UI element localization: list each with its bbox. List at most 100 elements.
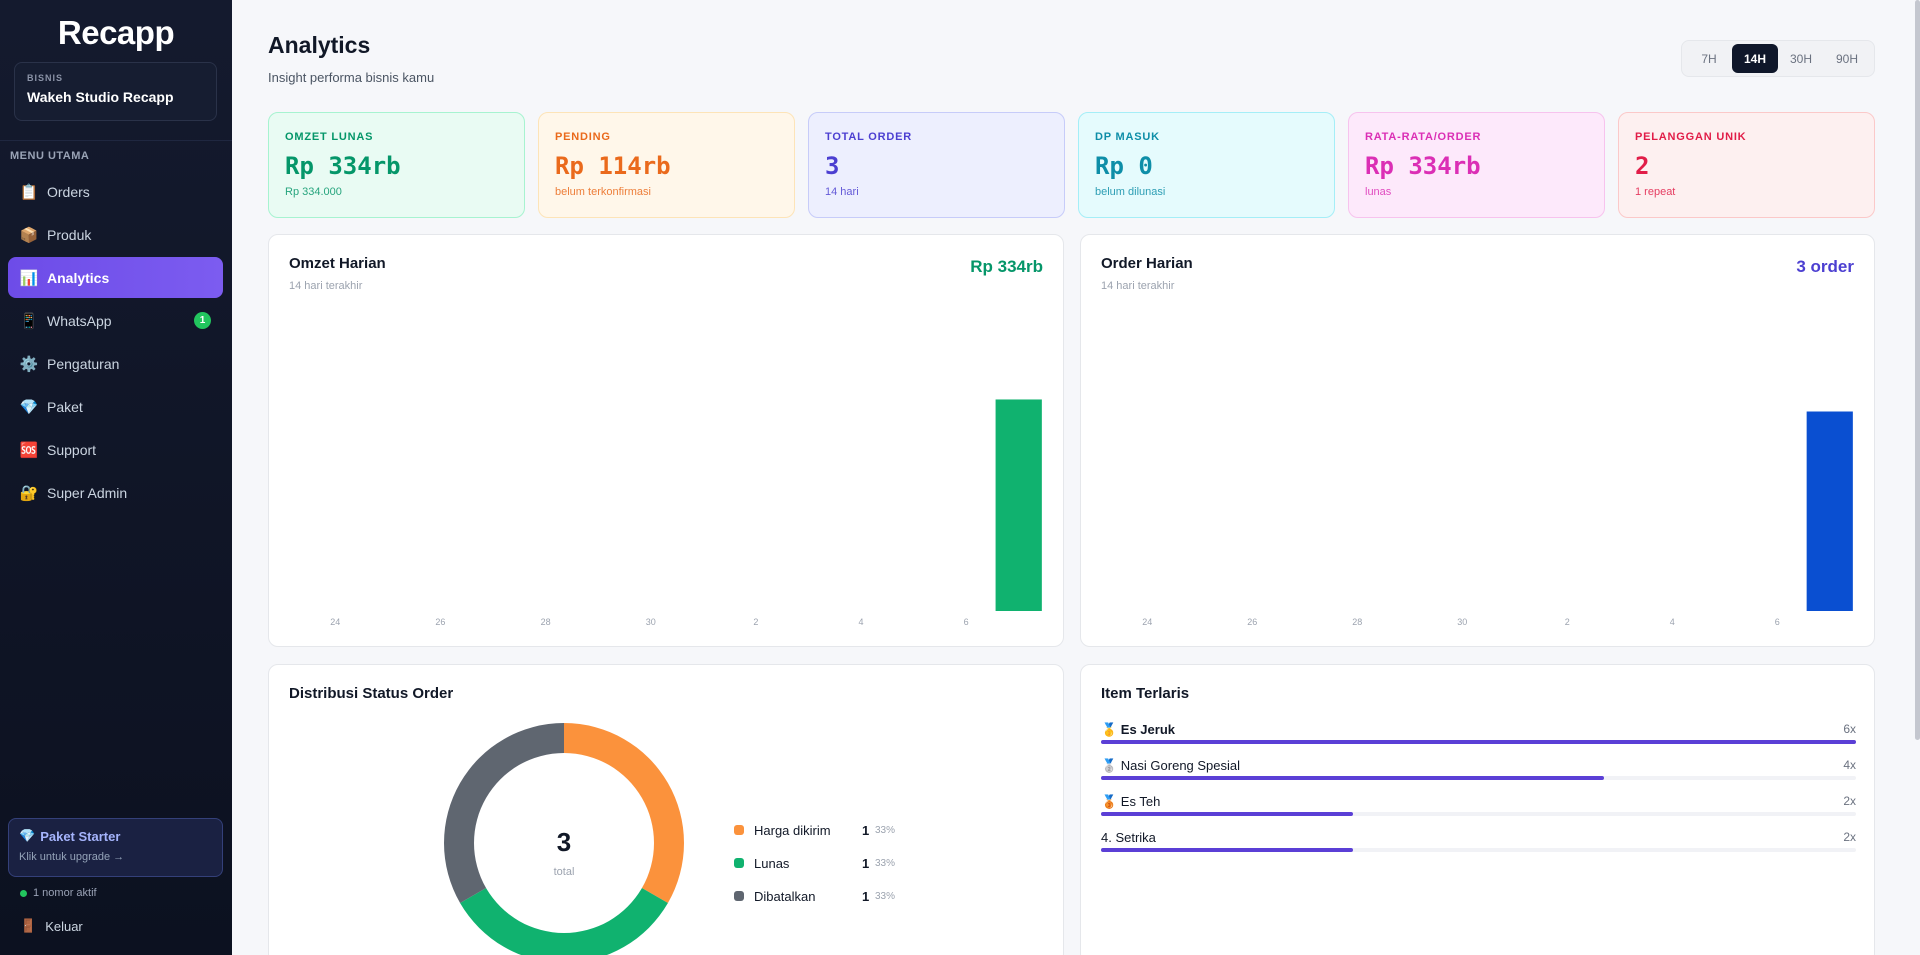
status-legend: Harga dikirim 1 33% Lunas 1 33% Dibatalkan 1 33% bbox=[734, 820, 895, 919]
status-card-title: Distribusi Status Order bbox=[289, 685, 454, 702]
order-harian-chart: 24 26 28 30 2 4 6 bbox=[1142, 411, 1853, 627]
x-tick-label: 30 bbox=[646, 617, 656, 627]
top-item-bar-track bbox=[1101, 776, 1856, 780]
plan-upgrade-box[interactable]: 💎 Paket Starter Klik untuk upgrade → bbox=[8, 818, 223, 877]
top-item-bar-track bbox=[1101, 848, 1856, 852]
sidebar-item-analytics[interactable]: 📊 Analytics bbox=[8, 257, 223, 298]
sidebar-item-pengaturan[interactable]: ⚙️ Pengaturan bbox=[8, 343, 223, 384]
top-item-bar bbox=[1101, 740, 1856, 744]
top-item-name: 🥈 Nasi Goreng Spesial bbox=[1101, 758, 1241, 773]
x-tick-label: 26 bbox=[1247, 617, 1257, 627]
donut-slice-dibatalkan[interactable] bbox=[444, 723, 564, 903]
x-tick-label: 28 bbox=[1352, 617, 1362, 627]
gem-icon: 💎 bbox=[19, 398, 39, 416]
sidebar-item-orders[interactable]: 📋 Orders bbox=[8, 171, 223, 212]
sidebar-item-produk[interactable]: 📦 Produk bbox=[8, 214, 223, 255]
stat-card-total-order: TOTAL ORDER 3 14 hari bbox=[808, 112, 1065, 218]
donut-slice-lunas[interactable] bbox=[460, 888, 668, 955]
top-item-name: 4. Setrika bbox=[1101, 830, 1156, 845]
legend-name: Dibatalkan bbox=[754, 888, 816, 904]
stat-label: PENDING bbox=[555, 131, 611, 143]
x-tick-label: 2 bbox=[1565, 617, 1570, 627]
legend-item: Harga dikirim 1 33% bbox=[734, 820, 895, 840]
top-item-row: 4. Setrika 2x bbox=[1101, 830, 1856, 866]
stat-label: DP MASUK bbox=[1095, 131, 1160, 143]
gear-icon: ⚙️ bbox=[19, 355, 39, 373]
sidebar-item-label: Paket bbox=[47, 398, 83, 415]
sos-icon: 🆘 bbox=[19, 441, 39, 459]
app-logo[interactable]: Recapp bbox=[57, 14, 175, 51]
stat-label: OMZET LUNAS bbox=[285, 131, 374, 143]
top-item-count: 6x bbox=[1843, 722, 1856, 736]
top-item-row: 🥉 Es Teh 2x bbox=[1101, 794, 1856, 830]
legend-percent: 33% bbox=[875, 824, 896, 836]
top-item-row: 🥇 Es Jeruk 6x bbox=[1101, 722, 1856, 758]
top-item-bar-track bbox=[1101, 740, 1856, 744]
stat-card-dp-masuk: DP MASUK Rp 0 belum dilunasi bbox=[1078, 112, 1335, 218]
sidebar-item-label: Pengaturan bbox=[47, 355, 120, 372]
notification-badge: 1 bbox=[194, 312, 211, 329]
stat-value: 3 bbox=[825, 152, 840, 180]
omzet-card-subtitle: 14 hari terakhir bbox=[289, 280, 363, 292]
legend-count: 1 bbox=[862, 888, 870, 904]
top-item-count: 2x bbox=[1843, 830, 1856, 844]
sidebar-item-super-admin[interactable]: 🔐 Super Admin bbox=[8, 472, 223, 513]
stat-subtext: 1 repeat bbox=[1635, 186, 1676, 198]
range-button-7h[interactable]: 7H bbox=[1701, 51, 1717, 66]
sidebar: Recapp BISNIS Wakeh Studio Recapp MENU U… bbox=[0, 0, 232, 955]
stat-value: Rp 334rb bbox=[285, 152, 401, 180]
status-dot-icon bbox=[20, 889, 27, 897]
legend-count: 1 bbox=[862, 855, 870, 871]
sidebar-item-label: WhatsApp bbox=[47, 312, 112, 329]
page-scrollbar[interactable] bbox=[1915, 0, 1920, 740]
legend-count: 1 bbox=[862, 822, 870, 838]
bar-7[interactable] bbox=[1806, 411, 1853, 612]
sidebar-item-support[interactable]: 🆘 Support bbox=[8, 429, 223, 470]
legend-name: Harga dikirim bbox=[754, 822, 831, 838]
range-button-30h[interactable]: 30H bbox=[1789, 51, 1812, 66]
lock-key-icon: 🔐 bbox=[19, 484, 39, 502]
omzet-total: Rp 334rb bbox=[970, 257, 1043, 276]
stat-cards: OMZET LUNAS Rp 334rb Rp 334.000 PENDING Rp 1… bbox=[268, 112, 1875, 218]
legend-item: Lunas 1 33% bbox=[734, 853, 895, 873]
stat-value: Rp 0 bbox=[1095, 152, 1153, 180]
stat-label: RATA-RATA/ORDER bbox=[1365, 131, 1482, 143]
range-button-90h[interactable]: 90H bbox=[1835, 51, 1858, 66]
logout-button[interactable]: 🚪 Keluar bbox=[20, 918, 83, 934]
top-items-list: 🥇 Es Jeruk 6x 🥈 Nasi Goreng Spesial 4x 🥉 Es … bbox=[1101, 722, 1856, 866]
x-tick-label: 2 bbox=[753, 617, 758, 627]
stat-card-rata-rata-order: RATA-RATA/ORDER Rp 334rb lunas bbox=[1348, 112, 1605, 218]
x-tick-label: 6 bbox=[964, 617, 969, 627]
x-tick-label: 24 bbox=[1142, 617, 1152, 627]
sidebar-item-paket[interactable]: 💎 Paket bbox=[8, 386, 223, 427]
status-distribution-card: Distribusi Status Order 3 total Harga dik… bbox=[268, 664, 1064, 955]
sidebar-item-label: Support bbox=[47, 441, 97, 458]
order-total: 3 order bbox=[1796, 257, 1854, 276]
business-label: BISNIS bbox=[27, 73, 64, 83]
business-name: Wakeh Studio Recapp bbox=[27, 89, 174, 105]
sidebar-item-label: Analytics bbox=[47, 269, 110, 286]
donut-slice-harga-dikirim[interactable] bbox=[564, 723, 684, 903]
omzet-card-title: Omzet Harian bbox=[289, 255, 386, 272]
donut-center-value: 3 bbox=[557, 827, 571, 857]
plan-upgrade-link: Klik untuk upgrade → bbox=[19, 851, 125, 863]
order-harian-card: 24 26 28 30 2 4 6 Order Harian 14 hari terakhi… bbox=[1080, 234, 1875, 647]
clipboard-icon: 📋 bbox=[19, 183, 39, 201]
sidebar-item-label: Super Admin bbox=[47, 484, 128, 501]
sidebar-menu: 📋 Orders 📦 Produk 📊 Analytics 📱 WhatsApp 1 ⚙️ Peng… bbox=[8, 171, 223, 515]
bar-7[interactable] bbox=[995, 399, 1042, 611]
stat-label: PELANGGAN UNIK bbox=[1635, 131, 1747, 143]
top-item-bar bbox=[1101, 812, 1353, 816]
stat-subtext: lunas bbox=[1365, 186, 1392, 198]
omzet-harian-chart: 24 26 28 30 2 4 6 bbox=[330, 399, 1042, 627]
legend-color-icon bbox=[734, 825, 744, 835]
business-selector[interactable]: BISNIS Wakeh Studio Recapp bbox=[14, 62, 217, 121]
legend-percent: 33% bbox=[875, 857, 896, 869]
sidebar-item-whatsapp[interactable]: 📱 WhatsApp 1 bbox=[8, 300, 223, 341]
sidebar-item-label: Orders bbox=[47, 183, 90, 200]
top-item-count: 2x bbox=[1843, 794, 1856, 808]
bar-chart-icon: 📊 bbox=[19, 269, 39, 287]
donut-center-label: total bbox=[554, 866, 575, 878]
range-button-14h[interactable]: 14H bbox=[1732, 44, 1778, 73]
top-item-row: 🥈 Nasi Goreng Spesial 4x bbox=[1101, 758, 1856, 794]
